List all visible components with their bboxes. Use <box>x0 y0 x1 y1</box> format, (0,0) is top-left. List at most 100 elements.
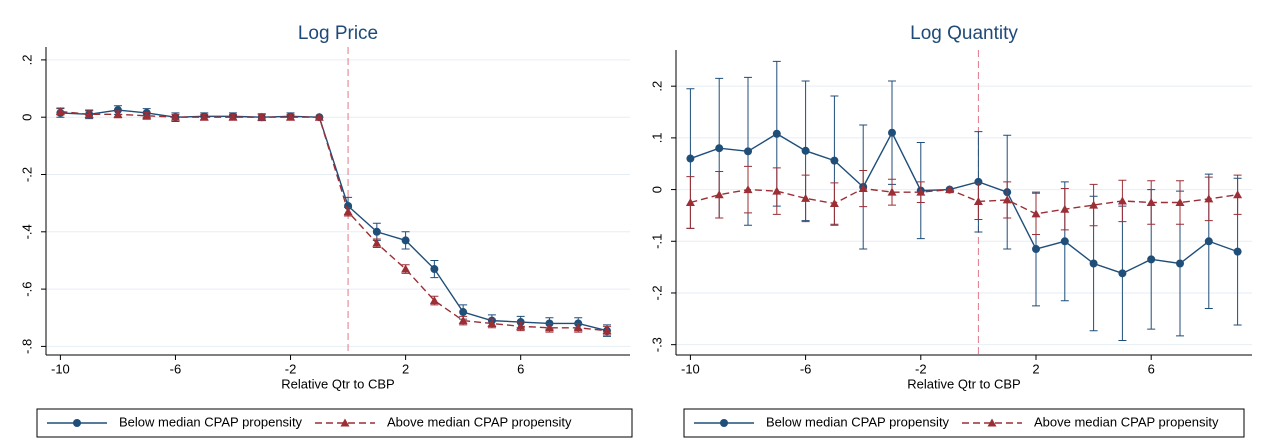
marker <box>199 112 209 121</box>
marker <box>715 144 724 153</box>
marker <box>1176 259 1184 268</box>
marker <box>429 296 439 305</box>
marker <box>487 318 497 327</box>
legend <box>36 408 633 438</box>
marker <box>544 323 554 332</box>
legend-label: Below median CPAP propensity <box>119 414 303 429</box>
marker <box>602 326 612 335</box>
y-tick-label: -.3 <box>649 337 664 352</box>
marker <box>801 193 811 202</box>
y-tick-label: .2 <box>19 54 34 65</box>
marker <box>973 196 983 205</box>
y-tick-label: 0 <box>19 114 34 121</box>
marker <box>73 419 81 427</box>
marker <box>1060 237 1069 246</box>
marker <box>430 265 439 274</box>
marker <box>372 238 382 247</box>
marker <box>1233 190 1243 199</box>
chart-panel: Log Quantity .2 .1 0 -.1 -.2 -.3 -10 -6 -2 2 6 Relat… <box>649 23 1252 438</box>
chart-title: Log Price <box>298 23 378 44</box>
marker <box>714 190 724 199</box>
y-tick-label: -.4 <box>19 224 34 239</box>
y-tick-label: 0 <box>649 186 664 193</box>
marker <box>1175 198 1185 206</box>
marker <box>887 187 897 196</box>
marker <box>458 316 468 325</box>
marker <box>1089 259 1098 268</box>
marker <box>340 418 350 427</box>
marker <box>372 227 381 236</box>
series-line <box>60 110 608 332</box>
marker <box>1031 209 1041 218</box>
marker <box>142 111 152 120</box>
marker <box>830 156 839 165</box>
marker <box>686 154 695 163</box>
marker <box>55 106 65 115</box>
marker <box>344 202 353 211</box>
marker <box>343 207 353 216</box>
y-tick-label: .2 <box>649 81 664 92</box>
marker <box>888 128 896 137</box>
x-tick-label: -2 <box>915 361 927 376</box>
x-axis-label: Relative Qtr to CBP <box>281 376 394 391</box>
x-tick-label: -10 <box>681 361 700 376</box>
x-tick-label: 6 <box>1148 361 1155 376</box>
marker <box>945 185 955 194</box>
marker <box>401 236 410 245</box>
x-tick-label: 2 <box>402 361 409 376</box>
marker <box>743 185 753 194</box>
marker <box>772 129 781 138</box>
marker <box>858 184 868 193</box>
y-tick-label: -.2 <box>19 167 34 182</box>
marker <box>987 418 997 427</box>
marker <box>1204 237 1213 246</box>
x-tick-label: -6 <box>800 361 812 376</box>
marker <box>401 264 411 273</box>
y-tick-label: -.8 <box>19 339 34 354</box>
marker <box>801 146 810 155</box>
legend-label: Above median CPAP propensity <box>1034 414 1219 429</box>
marker <box>1147 255 1156 264</box>
marker <box>685 198 695 206</box>
legend-label: Below median CPAP propensity <box>766 414 950 429</box>
series-line <box>690 131 1238 275</box>
series-line <box>690 187 1238 215</box>
marker <box>916 187 926 196</box>
y-tick-label: -.2 <box>649 285 664 300</box>
series-line <box>60 109 608 332</box>
marker <box>228 112 238 121</box>
y-tick-label: .1 <box>649 132 664 143</box>
marker <box>286 112 296 121</box>
marker <box>744 147 752 156</box>
marker <box>113 109 123 118</box>
marker <box>829 199 839 208</box>
marker <box>516 321 526 330</box>
marker <box>772 186 782 195</box>
chart-panel: Log Price .2 0 -.2 -.4 -.6 -.8 -10 -6 -2 2 6 Relativ… <box>19 23 633 438</box>
marker <box>1060 204 1070 213</box>
marker <box>1002 195 1012 204</box>
x-tick-label: 6 <box>517 361 524 376</box>
marker <box>459 308 468 317</box>
legend-label: Above median CPAP propensity <box>387 414 572 429</box>
marker <box>1117 196 1127 205</box>
x-tick-label: 2 <box>1032 361 1039 376</box>
x-tick-label: -10 <box>51 361 70 376</box>
marker <box>84 109 94 118</box>
marker <box>573 323 583 332</box>
y-tick-label: -.6 <box>19 282 34 297</box>
marker <box>1233 247 1242 256</box>
marker <box>1204 194 1214 203</box>
marker <box>1118 269 1127 278</box>
x-tick-label: -6 <box>170 361 182 376</box>
marker <box>170 112 180 121</box>
x-axis-label: Relative Qtr to CBP <box>907 376 1020 391</box>
marker <box>1089 200 1099 209</box>
marker <box>1146 198 1156 206</box>
chart-title: Log Quantity <box>910 23 1018 44</box>
y-tick-label: -.1 <box>649 234 664 249</box>
marker <box>314 112 324 121</box>
marker <box>1032 245 1040 254</box>
marker <box>257 112 267 121</box>
